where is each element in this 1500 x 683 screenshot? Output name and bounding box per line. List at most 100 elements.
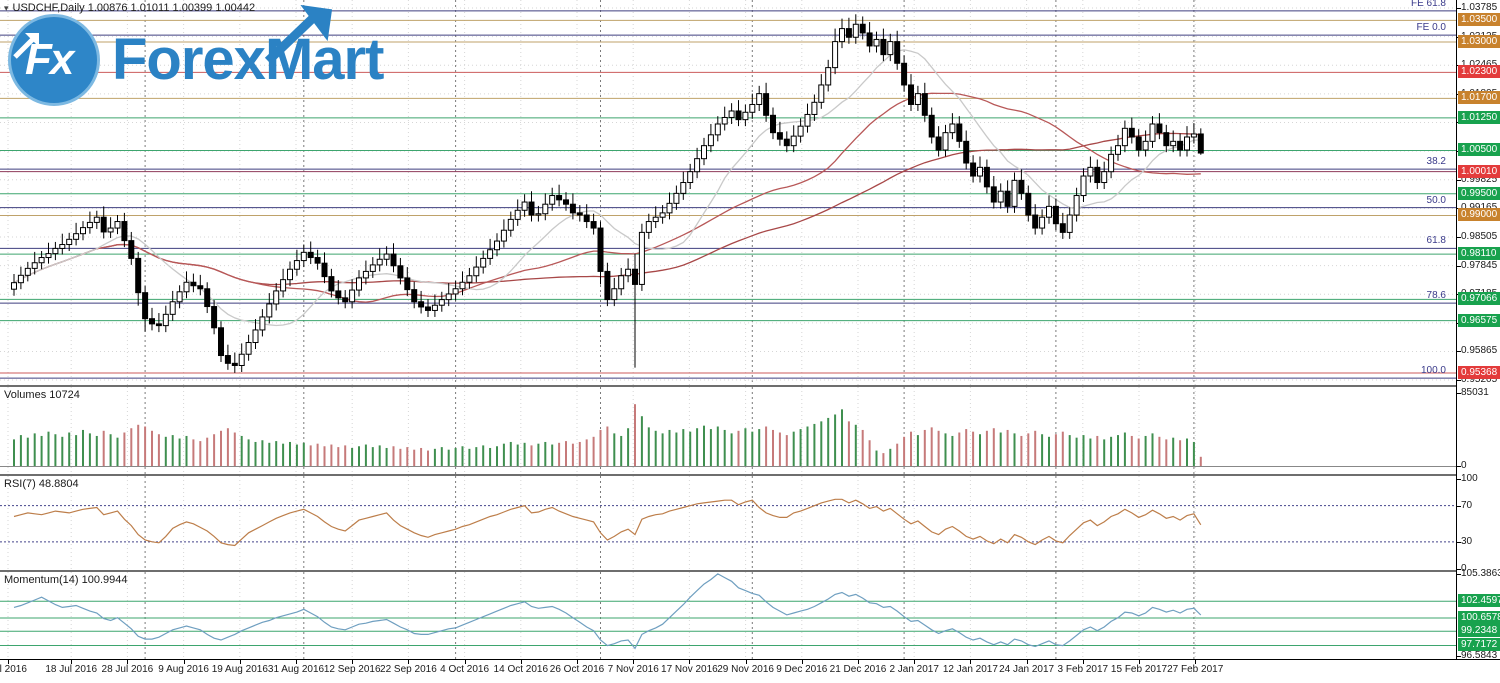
candle-body <box>466 275 473 283</box>
candle-body <box>445 293 452 301</box>
volume-bar <box>827 417 830 466</box>
candle-body <box>921 93 928 116</box>
date-label: 29 Nov 2016 <box>717 664 774 675</box>
price-axis[interactable]: 1.037851.031251.024651.018051.011451.004… <box>1456 0 1500 661</box>
momentum-pane[interactable]: Momentum(14) 100.9944 <box>0 572 1456 659</box>
volume-bar <box>95 435 98 466</box>
candle-body <box>880 38 887 56</box>
volume-bar <box>420 447 423 466</box>
candle-body <box>583 214 590 223</box>
volume-bar <box>627 428 630 466</box>
candle-body <box>977 166 983 177</box>
rsi-axis-tick: 30 <box>1461 535 1473 547</box>
price-axis-tick: 0.95205 <box>1461 374 1498 386</box>
price-level-label: 0.95368 <box>1458 365 1500 379</box>
volume-bar <box>82 429 84 466</box>
momentum-indicator-label: Momentum(14) 100.9944 <box>4 574 128 586</box>
candle-body <box>604 270 611 301</box>
volume-bar <box>109 434 112 466</box>
main-price-pane[interactable]: ▾ USDCHF,Daily 1.00876 1.01011 1.00399 1.… <box>0 0 1456 385</box>
volume-bar <box>565 441 567 466</box>
candle-body <box>500 229 507 242</box>
candle-body <box>307 251 314 259</box>
volume-bar <box>675 432 678 466</box>
volume-bar <box>68 432 71 466</box>
time-axis-tickmark <box>801 660 803 664</box>
candle-body <box>970 162 977 177</box>
date-label: 27 Feb 2017 <box>1167 664 1224 675</box>
volume-bar <box>965 429 968 466</box>
date-label: 28 Jul 2016 <box>101 664 154 675</box>
volume-bar <box>413 449 416 466</box>
candle-body <box>135 257 142 294</box>
candle-body <box>169 301 176 315</box>
candle-body <box>300 251 307 262</box>
candle-body <box>618 275 625 290</box>
volume-bar <box>868 440 871 466</box>
candle-body <box>376 258 383 266</box>
volume-bar <box>999 432 1002 466</box>
candle-body <box>797 125 804 137</box>
volume-bar <box>1034 430 1037 466</box>
candle-body <box>418 301 425 308</box>
pane-separator[interactable] <box>0 385 1456 387</box>
volume-bar <box>1054 434 1057 466</box>
candle-body <box>901 62 908 86</box>
candle-body <box>52 247 59 255</box>
volume-bar <box>689 431 692 466</box>
candle-body <box>928 114 935 138</box>
volume-bar <box>213 434 216 466</box>
volume-bar <box>1041 434 1044 466</box>
time-axis-tickmark <box>914 660 916 664</box>
volume-bar <box>171 435 174 466</box>
candle-body <box>576 212 583 216</box>
time-axis-tickmark <box>858 660 859 664</box>
volume-bar <box>1186 438 1188 466</box>
candle-body <box>252 329 259 344</box>
volume-bar <box>206 437 209 466</box>
ma-fast-line <box>13 49 1201 327</box>
volume-bar <box>606 426 609 466</box>
axis-tickmark <box>1457 8 1461 9</box>
candle-body <box>287 268 293 281</box>
candle-body <box>859 23 866 34</box>
axis-tickmark <box>1457 393 1461 394</box>
volume-bar <box>489 447 492 466</box>
pane-separator[interactable] <box>0 570 1456 572</box>
candle-body <box>749 103 756 113</box>
volume-bar <box>233 432 236 466</box>
volume-bar <box>1137 438 1140 466</box>
volume-bar <box>302 442 305 466</box>
candle-body <box>908 84 914 105</box>
price-level-label: 0.98110 <box>1458 247 1500 261</box>
date-label: 3 Feb 2017 <box>1057 664 1109 675</box>
rsi-pane[interactable]: RSI(7) 48.8804 <box>0 476 1456 570</box>
volume-bar <box>40 435 43 466</box>
volume-bar <box>972 431 975 466</box>
candle-body <box>1170 140 1177 147</box>
volume-bar <box>661 433 664 466</box>
volume-bar <box>551 444 554 466</box>
price-axis-tick: 0.95865 <box>1461 345 1498 357</box>
volume-bar <box>1172 437 1175 466</box>
axis-tickmark <box>1457 656 1461 657</box>
volume-bar <box>275 441 278 466</box>
price-level-label: 1.01250 <box>1458 110 1500 124</box>
volumes-pane[interactable]: Volumes 10724 <box>0 387 1456 474</box>
symbol-dropdown-icon[interactable]: ▾ <box>4 3 9 13</box>
volume-bar <box>785 435 788 466</box>
volume-bar <box>1179 440 1182 466</box>
date-label: 26 Oct 2016 <box>549 664 605 675</box>
volume-bar <box>130 428 133 466</box>
volume-bar <box>944 433 947 466</box>
volume-bar <box>951 435 954 466</box>
volume-bar <box>1020 435 1023 466</box>
candle-body <box>369 264 376 272</box>
pane-separator[interactable] <box>0 474 1456 476</box>
price-level-label: 97.7172 <box>1458 638 1500 652</box>
fibonacci-label: FE 61.8 <box>1410 0 1446 9</box>
candle-body <box>211 306 218 329</box>
date-label: 22 Sep 2016 <box>380 664 437 675</box>
candle-body <box>259 316 266 331</box>
